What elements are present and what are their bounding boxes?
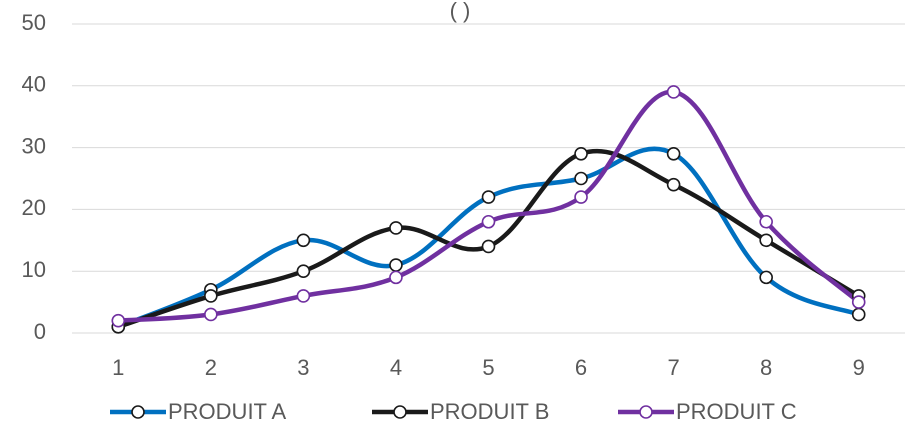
grid-lines: [72, 23, 905, 334]
markers-produit-c: [111, 85, 866, 328]
y-tick-label: 30: [22, 133, 46, 158]
x-tick-label: 2: [205, 355, 217, 380]
x-tick-label: 7: [667, 355, 679, 380]
data-point-produit-b: [574, 146, 588, 161]
data-point-produit-c: [111, 313, 126, 328]
legend-label: PRODUIT C: [676, 399, 797, 424]
data-point-produit-b: [296, 264, 311, 279]
series-line-produit-a: [116, 146, 861, 330]
x-tick-label: 3: [297, 355, 309, 380]
data-point-produit-a: [851, 307, 866, 322]
legend-marker-swatch: [639, 405, 653, 419]
y-tick-label: 40: [22, 72, 46, 97]
data-point-produit-a: [574, 171, 588, 186]
data-point-produit-c: [389, 270, 403, 285]
legend-marker-swatch: [131, 405, 145, 419]
data-point-produit-a: [481, 190, 496, 204]
data-point-produit-c: [851, 295, 866, 309]
markers-produit-b: [111, 146, 866, 334]
data-point-produit-c: [481, 214, 496, 229]
data-point-produit-b: [666, 177, 681, 192]
legend-entry-produit-a: PRODUIT A: [110, 399, 287, 424]
x-tick-label: 1: [112, 355, 124, 380]
data-point-produit-b: [481, 239, 496, 254]
data-point-produit-a: [759, 270, 773, 285]
data-point-produit-b: [204, 289, 218, 303]
series-markers: [111, 85, 866, 334]
y-axis: 0 10 20 30 40 50: [22, 10, 46, 344]
x-axis: 1 2 3 4 5 6 7 8 9: [112, 355, 865, 380]
series-line-produit-c: [116, 89, 861, 323]
series-line-produit-b: [116, 148, 861, 330]
data-point-produit-c: [666, 85, 681, 99]
legend: PRODUIT A PRODUIT B PRODUIT C: [110, 399, 797, 424]
data-point-produit-a: [666, 146, 681, 161]
data-point-produit-c: [204, 307, 218, 322]
x-tick-label: 5: [482, 355, 494, 380]
data-point-produit-b: [759, 233, 773, 248]
x-tick-label: 9: [853, 355, 865, 380]
x-tick-label: 6: [575, 355, 587, 380]
x-tick-label: 8: [760, 355, 772, 380]
data-point-produit-c: [759, 214, 773, 229]
legend-label: PRODUIT B: [430, 399, 549, 424]
legend-entry-produit-b: PRODUIT B: [372, 399, 549, 424]
x-tick-label: 4: [390, 355, 402, 380]
y-tick-label: 0: [34, 319, 46, 344]
data-point-produit-b: [389, 221, 403, 235]
legend-label: PRODUIT A: [168, 399, 287, 424]
y-tick-label: 50: [22, 10, 46, 35]
data-point-produit-a: [389, 258, 403, 272]
data-point-produit-c: [574, 190, 588, 204]
y-tick-label: 20: [22, 195, 46, 220]
data-point-produit-c: [296, 289, 311, 303]
legend-marker-swatch: [393, 405, 407, 419]
chart-title: ( ): [450, 0, 471, 23]
data-point-produit-a: [296, 233, 311, 248]
legend-entry-produit-c: PRODUIT C: [618, 399, 797, 424]
y-tick-label: 10: [22, 257, 46, 282]
